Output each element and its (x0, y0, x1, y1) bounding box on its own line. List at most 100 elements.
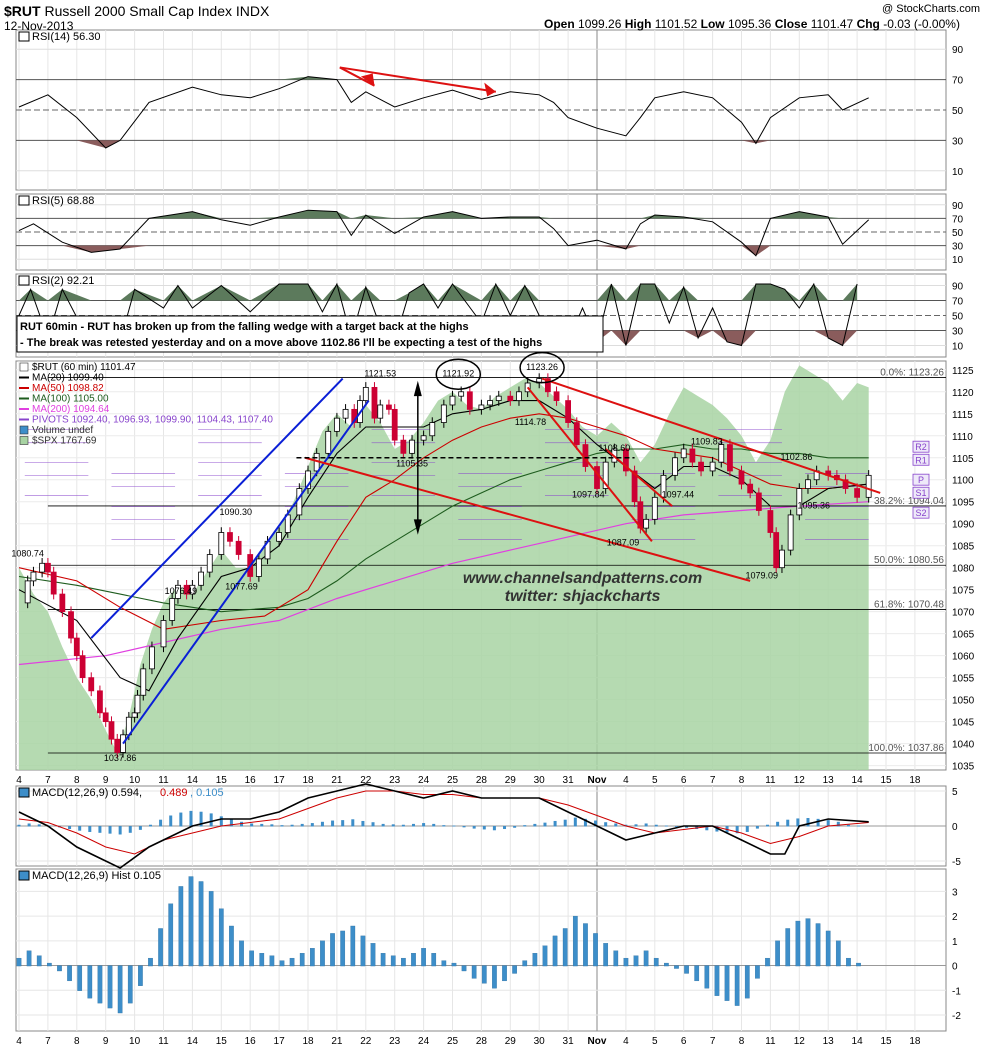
macd-hist-bar (634, 824, 638, 827)
x-tick-label: 14 (187, 775, 199, 786)
x-tick-label: 8 (74, 775, 80, 786)
candle-body (255, 558, 262, 577)
y-tick-label: 50 (952, 106, 964, 117)
candle-body (97, 690, 103, 714)
price-label: 1097.44 (662, 489, 695, 499)
x-tick-label: 7 (710, 1036, 716, 1047)
hist-bar (380, 953, 386, 967)
candle-body (623, 448, 629, 472)
candle-body (114, 738, 121, 753)
candle-body (198, 571, 204, 586)
macd-hist-bar (755, 826, 759, 829)
candle-body (767, 510, 774, 533)
price-label: 1123.26 (526, 362, 558, 372)
macd-hist-bar (594, 820, 598, 827)
macd-hist-bar (391, 824, 395, 827)
candle-body (206, 554, 213, 573)
hist-bar (846, 957, 851, 967)
rsi-oversold-fill (19, 140, 869, 148)
x-tick-label: 4 (16, 1036, 22, 1047)
x-tick-label: 8 (739, 775, 745, 786)
candle-body (325, 430, 332, 454)
candle-body (651, 496, 658, 520)
x-tick-label: 18 (302, 1036, 314, 1047)
y-tick-label: 70 (952, 76, 964, 87)
x-tick-label: Nov (588, 1036, 607, 1047)
open-value: 1099.26 (578, 17, 622, 31)
macd-hist-bar (331, 820, 335, 827)
hist-bar (471, 965, 477, 979)
macd-hist-bar (250, 823, 254, 827)
x-tick-label: 10 (129, 1036, 141, 1047)
chg-label: Chg (856, 17, 880, 31)
macd-hist-bar (766, 824, 770, 827)
macd-hist-bar (98, 826, 102, 833)
macd-hist-bar (523, 825, 527, 827)
price-label: 1077.69 (225, 582, 258, 592)
high-circle (435, 358, 482, 390)
candle-body (30, 571, 37, 582)
candle-body (420, 435, 427, 441)
macd-hist-bar (776, 821, 780, 827)
blue-channel-line (122, 399, 370, 745)
legend-label: MA(20) 1099.40 (32, 373, 104, 384)
candle-body (727, 444, 733, 472)
y-tick-label: 1050 (952, 696, 975, 707)
candle-body (296, 488, 303, 516)
candle-body (39, 562, 46, 573)
hist-bar (562, 928, 568, 967)
x-tick-label: 7 (45, 775, 51, 786)
x-tick-label: 15 (216, 775, 228, 786)
legend-label: MA(100) 1105.00 (32, 394, 109, 405)
price-label: 1114.78 (515, 417, 546, 427)
close-value: 1101.47 (810, 17, 854, 31)
macd-hist-bar (219, 816, 223, 827)
indicator-swatch (18, 870, 30, 881)
legend-label: $SPX 1767.69 (32, 436, 97, 447)
candle-body (140, 668, 147, 696)
x-tick-label: 23 (389, 775, 401, 786)
macd-hist-bar (472, 826, 476, 829)
x-tick-label: 5 (652, 1036, 658, 1047)
x-tick-label: 29 (505, 775, 517, 786)
candle-body (276, 532, 283, 542)
x-tick-label: 28 (476, 1036, 488, 1047)
macd-hist-value: , 0.105 (190, 787, 224, 799)
hist-bar (492, 965, 497, 989)
candle-body (805, 479, 811, 489)
x-tick-label: 17 (274, 775, 286, 786)
y-tick-label: 30 (952, 327, 964, 338)
candle-body (160, 620, 167, 648)
price-label: 1108.60 (598, 443, 630, 453)
indicator-swatch (18, 31, 30, 42)
candle-body (660, 474, 667, 498)
rsi-divergence-arrowhead (484, 82, 496, 97)
candle-body (565, 400, 571, 423)
macd-hist-bar (796, 818, 800, 827)
y-tick-label: 70 (952, 297, 964, 308)
macd-hist-bar (492, 826, 496, 831)
macd-hist-bar (644, 823, 648, 827)
ma100-line (18, 444, 869, 613)
price-label: 1090.30 (219, 507, 252, 517)
x-tick-label: 31 (563, 1036, 575, 1047)
candle-body (175, 584, 181, 599)
open-label: Open (544, 17, 575, 31)
ohlc-readout: Open 1099.26 High 1101.52 Low 1095.36 Cl… (544, 17, 960, 31)
hist-bar (623, 957, 629, 967)
macd-hist-bar (735, 826, 739, 834)
candle-body (371, 386, 378, 419)
y-tick-label: 1075 (952, 586, 975, 597)
candle-body (643, 518, 650, 529)
hist-bar (542, 945, 548, 967)
hist-bar (178, 886, 184, 967)
y-tick-label: 1035 (952, 762, 975, 773)
macd-hist-bar (482, 826, 486, 830)
candle-body (68, 611, 74, 639)
candle-body (59, 593, 66, 613)
x-tick-label: 4 (623, 775, 629, 786)
hist-bar (289, 957, 295, 967)
candle-body (183, 584, 190, 595)
price-label: 1037.86 (104, 753, 137, 763)
candle-body (631, 470, 638, 503)
